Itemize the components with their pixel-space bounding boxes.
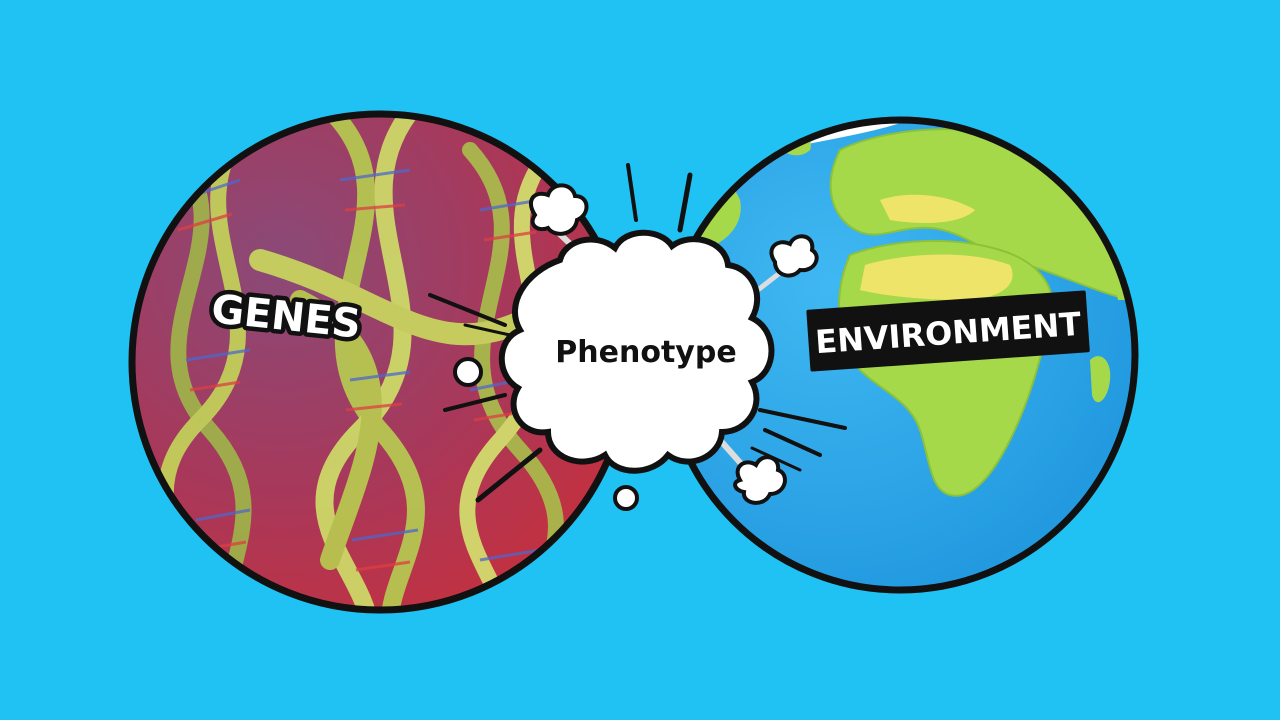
explosion-cloud-icon <box>498 229 775 474</box>
desert-sahara <box>860 254 1013 300</box>
phenotype-label: Phenotype <box>555 335 736 370</box>
genes-sphere <box>128 110 632 614</box>
land-madagascar <box>1090 356 1111 403</box>
smoke-puffs <box>453 183 819 511</box>
desert-patch <box>880 194 975 223</box>
dna-helix-icon <box>157 114 571 610</box>
environment-label-box: ENVIRONMENT <box>806 290 1090 372</box>
